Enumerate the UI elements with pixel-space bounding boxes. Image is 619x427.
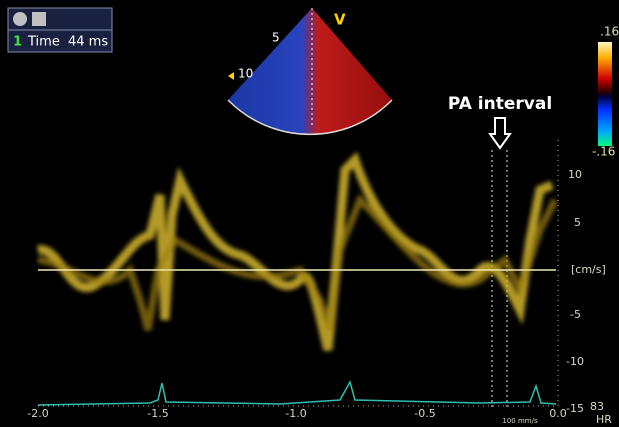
- y-tick-label: -10: [566, 355, 584, 368]
- heart-rate-label: HR: [596, 413, 612, 426]
- sector-image: [228, 8, 392, 135]
- y-tick-label: -5: [570, 308, 581, 321]
- y-tick-label: 5: [574, 216, 581, 229]
- mode-label: V: [334, 11, 346, 29]
- info-index: 1: [13, 35, 22, 50]
- doppler-trace: [37, 151, 559, 352]
- velocity-unit: [cm/s]: [571, 263, 606, 276]
- record-icon: [13, 12, 27, 26]
- y-tick-label: -15: [566, 402, 584, 415]
- tool-icon: [32, 12, 46, 26]
- info-label: Time: [27, 35, 60, 50]
- scale-min: -.16: [592, 145, 615, 159]
- sweep-speed: 100 mm/s: [502, 417, 538, 425]
- sector-arc: [227, 99, 393, 136]
- info-box: [7, 29, 113, 53]
- x-tick-label: -0.5: [414, 407, 435, 420]
- arrow: [488, 117, 512, 150]
- annotation: PA interval: [448, 94, 552, 114]
- focus-marker: [228, 72, 234, 80]
- y-tick-label: 10: [568, 168, 582, 181]
- info-value: 44 ms: [68, 35, 108, 50]
- scale-max: .16: [600, 25, 619, 39]
- depth-label: 5: [272, 31, 280, 45]
- x-tick-label: 0.0: [549, 407, 567, 420]
- heart-rate: 83: [590, 400, 604, 413]
- depth-label: 10: [238, 67, 253, 81]
- color-bar: [598, 42, 612, 146]
- x-tick-label: -1.5: [147, 407, 168, 420]
- x-tick-label: -1.0: [285, 407, 306, 420]
- ecg-trace: [37, 380, 557, 406]
- x-tick-label: -2.0: [27, 407, 48, 420]
